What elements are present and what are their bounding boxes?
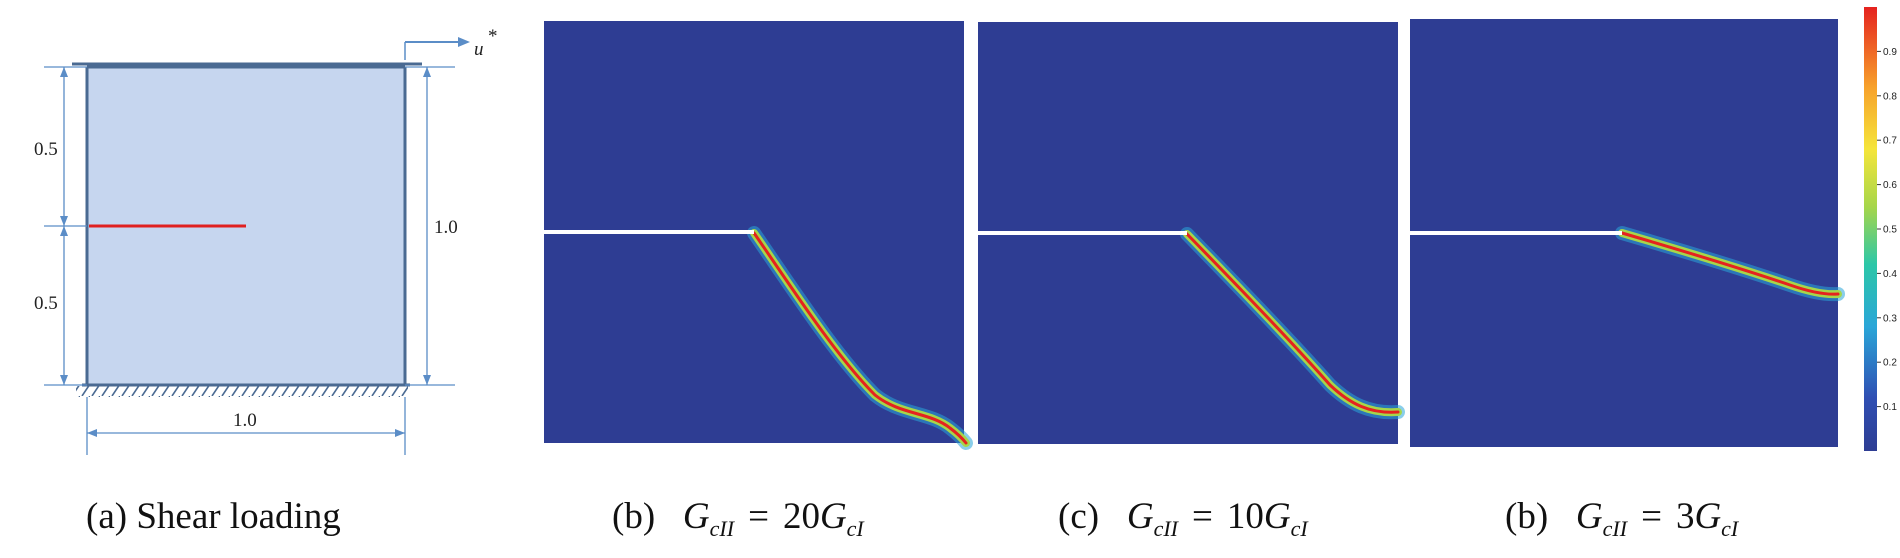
crack-path-core	[1185, 232, 1400, 414]
caption-d-lhs-sub: cII	[1602, 516, 1628, 541]
right-dimension	[405, 66, 455, 386]
dim-upper-label: 0.5	[34, 139, 58, 160]
caption-c-lhs-sub: cII	[1153, 516, 1178, 541]
caption-b-rhs-sub: cI	[846, 516, 864, 541]
caption-d-coef: 3	[1675, 496, 1695, 537]
left-dimension	[44, 66, 87, 386]
colorbar-tick-label: 0.3	[1883, 313, 1897, 324]
caption-d-rhs-sub: cI	[1721, 516, 1739, 541]
panel-c-field	[978, 22, 1405, 444]
dim-height-label: 1.0	[434, 217, 458, 238]
caption-b-eq: =	[748, 496, 769, 537]
crack-path-core	[752, 231, 968, 445]
caption-b-lhs-sub: cII	[709, 516, 735, 541]
caption-b-coef: 20	[782, 496, 820, 537]
caption-c-prefix: (c)	[1058, 496, 1100, 537]
colorbar-tick-label: 0.4	[1883, 269, 1897, 280]
colorbar-ticks: 0.9 0.8 0.7 0.6 0.5 0.4 0.3 0.2 0.1	[1877, 47, 1897, 413]
panel-d-field	[1410, 19, 1845, 447]
caption-c-coef: 10	[1226, 496, 1264, 537]
dim-lower-label: 0.5	[34, 293, 58, 314]
caption-c-rhs-sub: cI	[1290, 516, 1308, 541]
bottom-dimension	[86, 397, 406, 455]
dim-width-label: 1.0	[233, 410, 257, 431]
caption-d-lhs: G	[1575, 496, 1603, 537]
caption-b: (b) GcII = 20GcI	[612, 498, 864, 540]
caption-b-rhs: G	[819, 496, 847, 537]
caption-d: (b) GcII = 3GcI	[1505, 498, 1738, 540]
load-superscript: *	[488, 26, 498, 47]
panel-b-field	[544, 21, 973, 450]
colorbar-gradient	[1864, 7, 1877, 451]
colorbar-tick-label: 0.2	[1883, 358, 1897, 369]
caption-c-eq: =	[1191, 496, 1213, 537]
caption-a: (a) Shear loading	[86, 496, 341, 537]
colorbar-tick-label: 0.8	[1883, 91, 1897, 102]
panel-a-diagram: u * 0.5 0.5 1.0	[34, 26, 498, 455]
load-arrow-head	[458, 37, 470, 47]
load-label: u	[474, 39, 484, 60]
caption-c: (c) GcII = 10GcI	[1058, 498, 1308, 540]
fixed-support-hatch	[76, 386, 408, 397]
colorbar-tick-label: 0.6	[1883, 180, 1897, 191]
caption-d-eq: =	[1641, 496, 1662, 537]
caption-c-rhs: G	[1263, 496, 1291, 537]
colorbar: 0.9 0.8 0.7 0.6 0.5 0.4 0.3 0.2 0.1	[1864, 7, 1897, 451]
caption-d-prefix: (b)	[1505, 496, 1549, 537]
caption-b-prefix: (b)	[612, 496, 656, 537]
colorbar-tick-label: 0.1	[1883, 402, 1897, 413]
colorbar-tick-label: 0.5	[1883, 225, 1897, 236]
crack-path-core	[1620, 231, 1840, 296]
caption-b-lhs: G	[682, 496, 710, 537]
colorbar-tick-label: 0.9	[1883, 47, 1897, 58]
caption-d-rhs: G	[1694, 496, 1722, 537]
caption-c-lhs: G	[1126, 496, 1154, 537]
colorbar-tick-label: 0.7	[1883, 136, 1897, 147]
